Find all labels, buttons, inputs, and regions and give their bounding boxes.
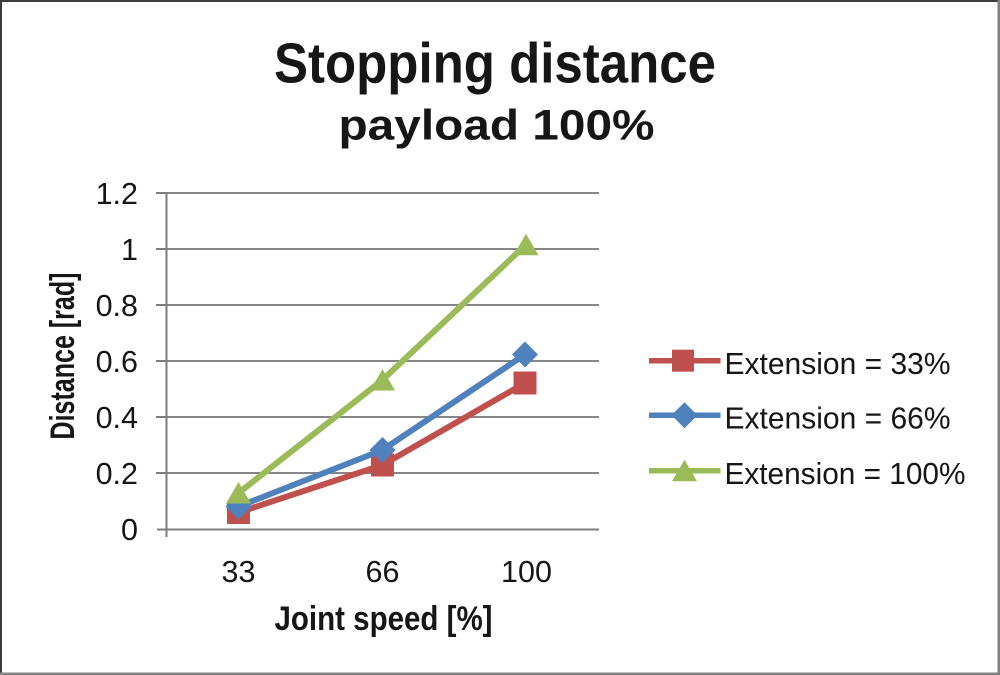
- svg-text:Extension = 66%: Extension = 66%: [725, 400, 951, 435]
- svg-text:33: 33: [222, 555, 256, 589]
- svg-text:100: 100: [501, 555, 552, 589]
- svg-text:0.2: 0.2: [96, 457, 138, 491]
- svg-text:66: 66: [366, 555, 400, 589]
- svg-text:1: 1: [121, 233, 138, 267]
- svg-text:0.4: 0.4: [96, 401, 138, 435]
- svg-text:Extension = 100%: Extension = 100%: [725, 456, 966, 491]
- svg-text:0.6: 0.6: [96, 345, 138, 379]
- svg-text:0: 0: [121, 513, 138, 547]
- svg-text:1.2: 1.2: [96, 177, 138, 211]
- svg-text:Joint speed [%]: Joint speed [%]: [275, 600, 493, 638]
- svg-text:Extension = 33%: Extension = 33%: [725, 346, 951, 381]
- svg-text:payload 100%: payload 100%: [339, 102, 655, 150]
- svg-text:0.8: 0.8: [96, 289, 138, 323]
- svg-text:Stopping distance: Stopping distance: [274, 32, 716, 96]
- svg-text:Distance [rad]: Distance [rad]: [44, 273, 82, 440]
